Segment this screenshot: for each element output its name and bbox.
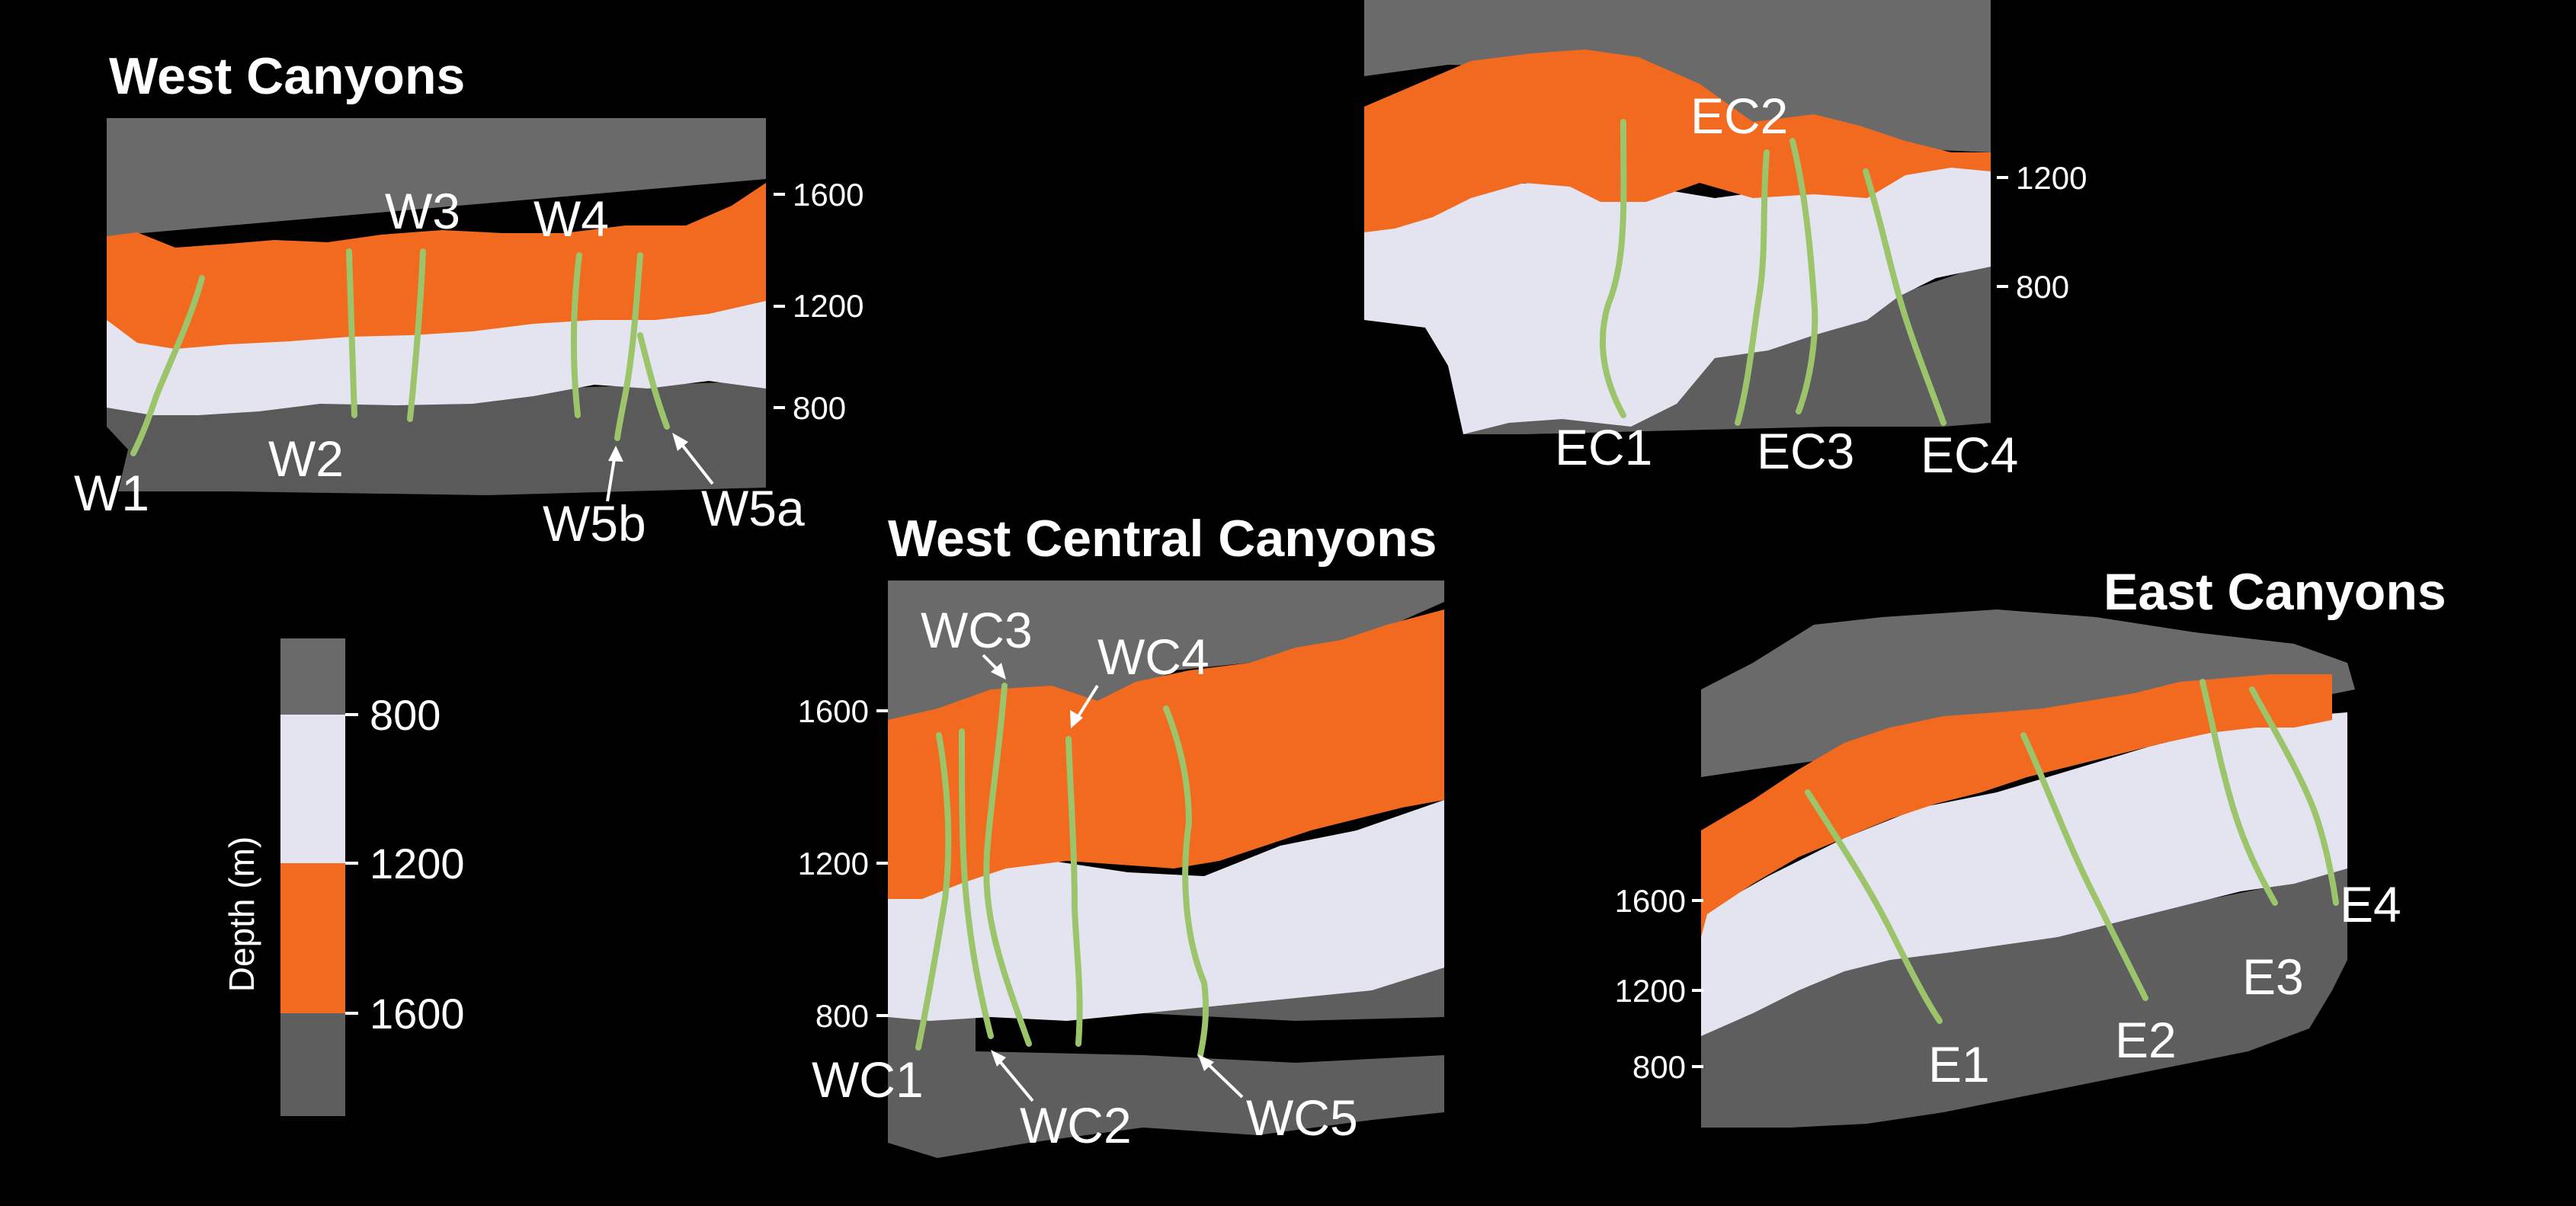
label-wc2: WC2 (1020, 1097, 1132, 1153)
label-w5b: W5b (543, 495, 646, 552)
legend-tick-1200: 1200 (370, 840, 465, 888)
canyon-wc4 (1065, 736, 1083, 1047)
west-central-canyon-lines (915, 683, 1210, 1058)
east-terrain (1701, 609, 2355, 1128)
east-canyons-panel: 1600 1200 800 East Canyons E1 E2 E3 E4 (1615, 563, 2446, 1128)
label-w3: W3 (385, 183, 460, 239)
legend-axis-label: Depth (m) (222, 837, 261, 992)
label-wc4: WC4 (1097, 629, 1210, 685)
west-central-tick-800: 800 (815, 998, 869, 1034)
west-central-pointer-arrows (982, 654, 1244, 1102)
canyon-wc5 (1163, 705, 1210, 1058)
canyon-ec3 (1789, 138, 1818, 414)
canyon-e3 (2200, 679, 2278, 906)
canyon-ec4 (1863, 168, 1946, 426)
west-central-panel: 1600 1200 800 West Central Canyons WC3 W… (798, 510, 1444, 1158)
canyon-wc2 (959, 728, 994, 1039)
label-w4: W4 (533, 190, 609, 247)
legend-band-deep (280, 1013, 345, 1116)
canyon-w5b (614, 252, 643, 441)
canyon-w4 (570, 252, 582, 418)
label-ec3: EC3 (1757, 423, 1854, 479)
west-depth-axis: 1600 1200 800 (774, 177, 863, 426)
label-wc3: WC3 (921, 602, 1033, 658)
canyon-w1 (130, 275, 205, 456)
label-w5a: W5a (701, 480, 805, 536)
east-tick-800: 800 (1632, 1049, 1686, 1085)
east-central-tick-1200: 1200 (2016, 160, 2087, 196)
west-tick-1600: 1600 (793, 177, 863, 213)
west-canyon-lines (130, 248, 670, 456)
label-e1: E1 (1928, 1036, 1990, 1092)
label-w1: W1 (74, 465, 149, 521)
label-wc5: WC5 (1246, 1089, 1358, 1146)
legend-tick-800: 800 (370, 691, 441, 739)
east-canyon-lines (1805, 679, 2339, 1024)
west-central-depth-axis: 1600 1200 800 (798, 693, 888, 1034)
canyon-e1 (1805, 789, 1943, 1024)
label-ec2: EC2 (1690, 88, 1788, 144)
canyon-e4 (2249, 686, 2339, 906)
canyon-wc3 (983, 683, 1032, 1047)
east-central-depth-axis: 1200 800 (1997, 160, 2087, 305)
canyon-e2 (2020, 732, 2148, 1001)
west-central-canyons-title: West Central Canyons (888, 510, 1437, 568)
east-central-panel: 1200 800 EC2 EC1 EC3 EC4 (1364, 0, 2087, 483)
label-ec1: EC1 (1555, 419, 1652, 475)
west-terrain (107, 118, 766, 495)
west-central-tick-1200: 1200 (798, 846, 869, 881)
west-tick-1200: 1200 (793, 288, 863, 324)
canyon-wc1 (915, 732, 952, 1051)
west-canyons-panel: 1600 1200 800 West Canyons W1 W2 W3 W4 W… (74, 47, 863, 552)
canyon-ec2 (1735, 149, 1770, 426)
canyon-w2 (346, 248, 357, 418)
west-pointer-arrows (606, 433, 714, 502)
legend-tick-1600: 1600 (370, 990, 465, 1038)
label-wc1: WC1 (812, 1051, 924, 1108)
east-depth-axis: 1600 1200 800 (1615, 883, 1703, 1085)
west-tick-800: 800 (793, 390, 846, 426)
west-canyons-title: West Canyons (109, 47, 465, 105)
label-e2: E2 (2115, 1012, 2177, 1068)
legend-band-1200-1600 (280, 863, 345, 1013)
label-w2: W2 (268, 430, 344, 487)
canyon-w5a (637, 332, 670, 430)
canyon-ec1 (1599, 119, 1627, 418)
east-tick-1600: 1600 (1615, 883, 1686, 919)
east-central-terrain (1364, 0, 1991, 434)
east-central-tick-800: 800 (2016, 269, 2069, 305)
legend-band-800-1200 (280, 715, 345, 863)
west-central-terrain (888, 581, 1444, 1158)
depth-legend: 800 1200 1600 Depth (m) (222, 638, 465, 1116)
canyon-w3 (407, 248, 426, 422)
label-ec4: EC4 (1921, 427, 2018, 483)
west-central-tick-1600: 1600 (798, 693, 869, 729)
label-e3: E3 (2242, 948, 2304, 1005)
east-canyons-title: East Canyons (2103, 563, 2446, 621)
label-e4: E4 (2340, 876, 2401, 932)
legend-band-shallow (280, 638, 345, 715)
east-tick-1200: 1200 (1615, 973, 1686, 1009)
east-central-canyon-lines (1599, 119, 1946, 426)
